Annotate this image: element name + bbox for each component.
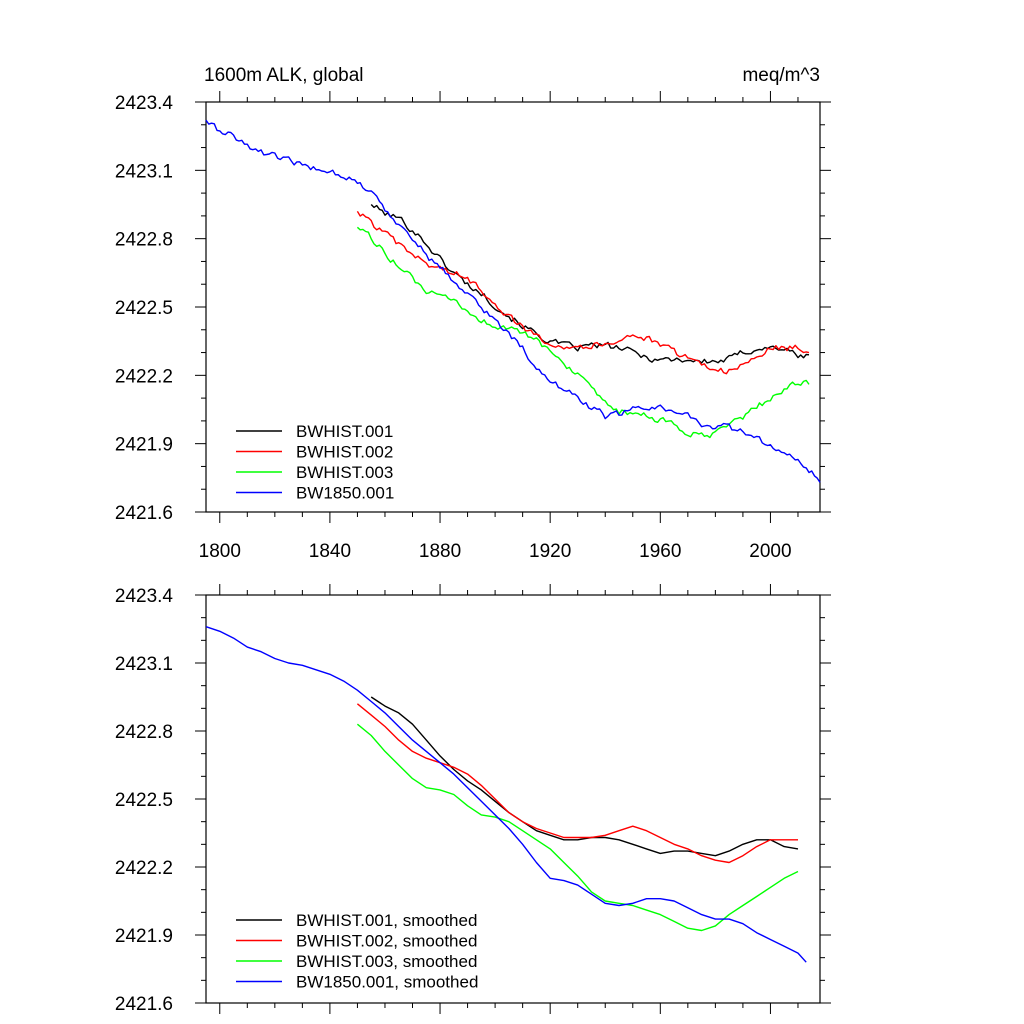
legend: BWHIST.001, smoothed BWHIST.002, smoothed… [236,911,478,992]
legend-label-2: BWHIST.003, smoothed [296,952,477,971]
legend-label-1: BWHIST.002 [296,443,393,462]
y-tick-label: 2422.5 [115,790,173,811]
legend-label-0: BWHIST.001 [296,422,393,441]
x-tick-label: 1880 [419,541,461,562]
bottom-panel: 2421.6 2421.9 2422.2 2422.5 2422.8 2423.1 2423… [115,584,831,1015]
y-tick-label: 2421.6 [115,994,173,1015]
series-line-0 [370,204,810,364]
y-tick-label: 2423.1 [115,654,173,675]
y-tick-label: 2421.9 [115,926,173,947]
x-tick-label: 1960 [639,541,681,562]
series-line-1 [356,703,798,864]
x-tick-label: 1800 [199,541,241,562]
units-label: meq/m^3 [742,65,820,86]
y-tick-label: 2422.5 [115,298,173,319]
series-line-0 [370,696,799,857]
legend-label-3: BW1850.001 [296,484,394,503]
x-tick-label: 1840 [309,541,351,562]
series-line-2 [356,226,810,439]
series-line-3 [205,119,821,483]
y-tick-label: 2422.2 [115,858,173,879]
top-panel: 1800 1840 1880 1920 1960 2000 2421.6 2421.9 2422… [115,91,831,562]
legend-label-2: BWHIST.003 [296,463,393,482]
y-tick-label: 2421.9 [115,435,173,456]
y-tick-label: 2422.2 [115,366,173,387]
series-line-1 [356,210,810,375]
x-tick-label: 2000 [749,541,791,562]
y-tick-label: 2423.4 [115,586,174,607]
y-tick-label: 2423.1 [115,161,173,182]
y-tick-label: 2422.8 [115,722,173,743]
legend-label-3: BW1850.001, smoothed [296,973,478,992]
series-line-2 [356,723,799,932]
legend-label-1: BWHIST.002, smoothed [296,932,477,951]
x-tick-label: 1920 [529,541,571,562]
legend-label-0: BWHIST.001, smoothed [296,911,477,930]
plot-title: 1600m ALK, global [204,65,364,86]
y-tick-label: 2421.6 [115,503,173,524]
y-tick-label: 2422.8 [115,230,173,251]
y-tick-label: 2423.4 [115,93,174,114]
series-line-3 [205,626,807,963]
